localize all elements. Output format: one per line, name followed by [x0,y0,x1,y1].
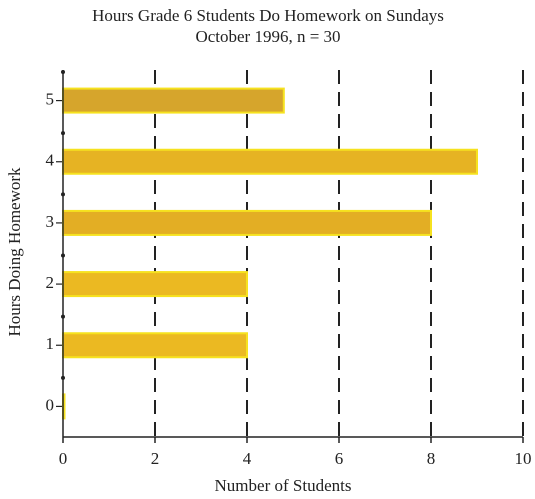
bar [62,332,248,359]
bar [62,209,432,236]
y-tick-label: 0 [46,395,55,414]
x-tick-label: 6 [335,449,344,468]
bar [62,87,285,114]
y-tick-label: 5 [46,89,55,108]
x-axis-label: Number of Students [215,476,352,495]
x-tick-label: 10 [515,449,532,468]
y-tick-label: 4 [46,151,55,170]
x-tick-label: 4 [243,449,252,468]
y-axis-label: Hours Doing Homework [5,167,24,337]
x-tick-label: 0 [59,449,68,468]
x-tick-label: 8 [427,449,436,468]
chart-title: Hours Grade 6 Students Do Homework on Su… [92,6,444,25]
y-tick-label: 3 [46,212,55,231]
bar [62,271,248,298]
chart-subtitle: October 1996, n = 30 [195,27,340,46]
y-tick-label: 1 [46,334,55,353]
bar [62,148,478,175]
x-tick-label: 2 [151,449,160,468]
y-tick-label: 2 [46,273,55,292]
